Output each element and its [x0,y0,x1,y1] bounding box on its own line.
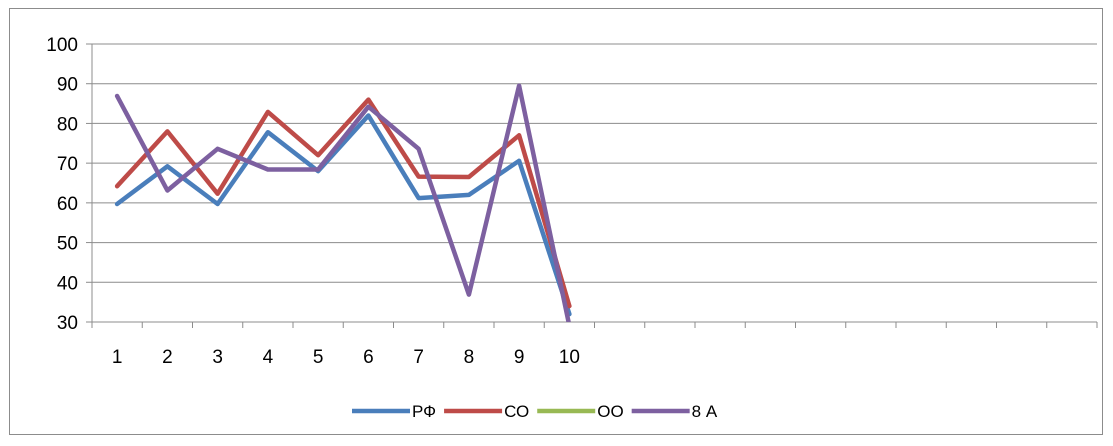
gridlines [92,43,1097,283]
y-tick-label: 80 [57,114,78,135]
chart-frame [9,8,1103,435]
series-lines [114,83,572,322]
x-tick-label: 10 [559,347,580,368]
legend-label-0: РФ [412,402,436,421]
x-tick-label: 6 [363,347,374,368]
legend-label-1: СО [504,402,529,421]
series-line-0 [114,113,572,317]
y-tick-label: 30 [57,313,78,334]
y-tick-label: 90 [57,75,78,96]
x-tick-label: 9 [514,347,525,368]
axes [86,43,1098,328]
tick-labels: 30 40 50 60 70 80 90 100 1 2 3 4 5 6 7 8 9 10 [46,35,580,368]
legend: РФ СО ОО 8 А [352,402,718,421]
legend-label-3: 8 А [692,402,718,421]
series-line-3 [114,83,571,322]
y-tick-label: 60 [57,194,78,215]
x-tick-label: 1 [112,347,123,368]
x-tick-label: 5 [313,347,324,368]
legend-label-2: ОО [597,402,623,421]
x-tick-label: 4 [263,347,274,368]
x-tick-label: 7 [413,347,424,368]
x-tick-label: 8 [464,347,475,368]
y-tick-label: 100 [46,35,78,56]
x-tick-label: 2 [162,347,173,368]
y-tick-label: 50 [57,234,78,255]
series-line-1 [114,97,572,309]
x-tick-label: 3 [212,347,223,368]
y-tick-label: 40 [57,273,78,294]
y-tick-label: 70 [57,154,78,175]
